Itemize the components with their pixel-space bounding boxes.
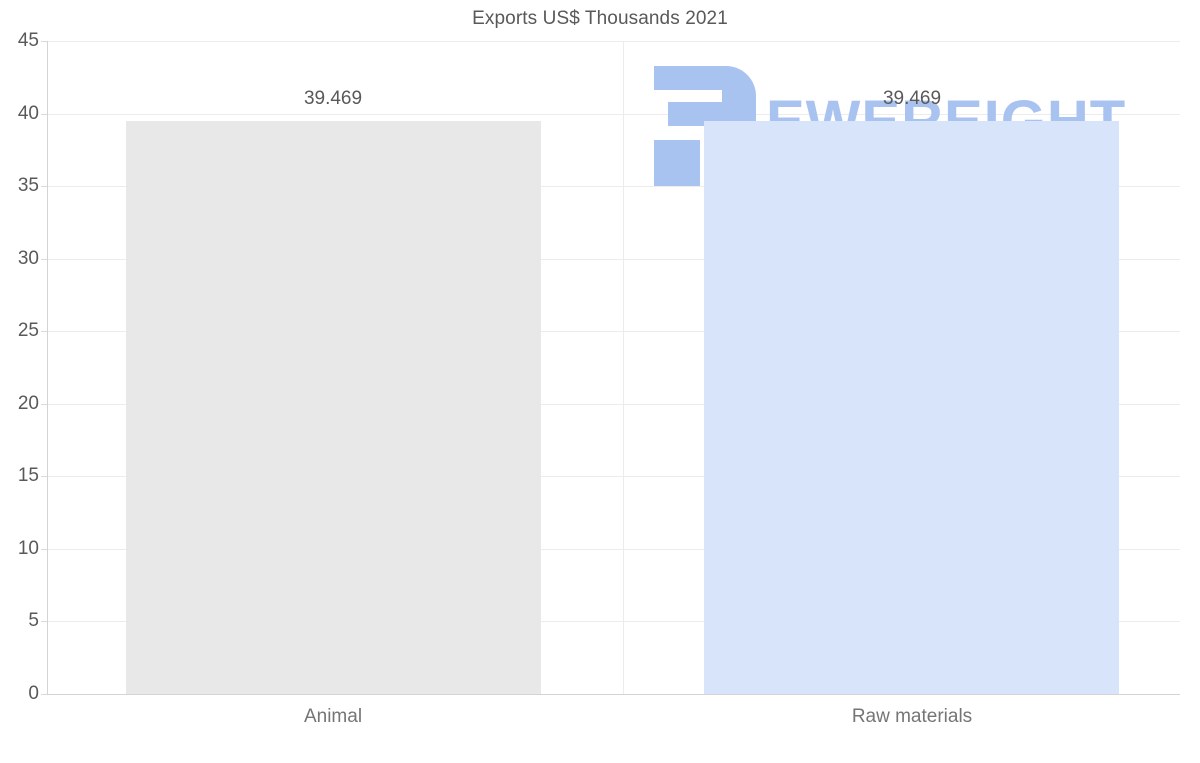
y-axis-tick [41, 113, 47, 115]
gridline-horizontal [47, 548, 1180, 550]
y-axis-tick-label: 0 [28, 683, 39, 704]
gridline-horizontal [47, 476, 1180, 478]
y-axis-tick-label: 40 [17, 102, 39, 124]
x-axis-label-animal: Animal [303, 706, 363, 727]
gridline-vertical [623, 41, 624, 694]
gridline-horizontal [47, 331, 1180, 333]
y-axis-tick-label: 20 [17, 392, 39, 414]
y-axis-tick [41, 331, 47, 333]
y-axis-line [47, 41, 48, 695]
y-axis-tick [41, 258, 47, 260]
y-axis-tick [41, 476, 47, 478]
x-axis-line [47, 694, 1180, 695]
gridline-horizontal [47, 403, 1180, 405]
bar-value-label-animal: 39.469 [303, 88, 363, 109]
y-axis-tick [41, 403, 47, 405]
bar-raw-materials-overlay[interactable] [704, 121, 1119, 694]
chart-title: Exports US$ Thousands 2021 [472, 8, 728, 29]
y-axis-tick-label: 15 [17, 465, 39, 487]
y-axis-tick-label: 45 [17, 30, 39, 51]
gridline-horizontal [47, 113, 1180, 115]
bar-value-label-raw-materials: 39.469 [882, 88, 942, 109]
y-axis-tick-label: 30 [17, 247, 39, 269]
x-axis-label-raw-materials: Raw materials [851, 706, 973, 727]
y-axis-tick [41, 186, 47, 188]
y-axis-tick [41, 548, 47, 550]
y-axis-tick [41, 694, 47, 695]
y-axis-tick [41, 621, 47, 623]
gridline-horizontal [47, 186, 1180, 188]
gridline-horizontal [47, 621, 1180, 623]
y-axis-tick-label: 35 [17, 175, 39, 197]
gridline-horizontal [47, 41, 1180, 42]
y-axis-tick-label: 10 [17, 537, 39, 559]
y-axis-tick-label: 5 [28, 610, 39, 632]
gridline-horizontal [47, 258, 1180, 260]
y-axis-tick [41, 41, 47, 42]
bar-animal[interactable] [126, 121, 541, 694]
y-axis-labels: 0 5 10 15 20 25 30 35 40 45 [0, 30, 39, 704]
y-axis-tick-label: 25 [17, 320, 39, 342]
